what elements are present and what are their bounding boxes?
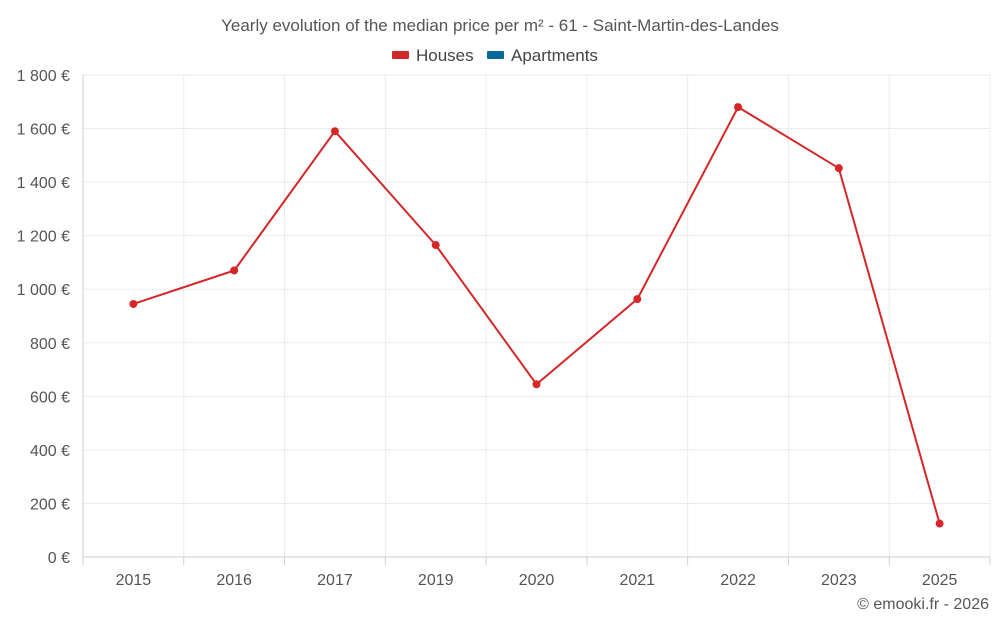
legend-label-houses[interactable]: Houses	[416, 46, 474, 65]
y-tick-label: 1 600 €	[17, 122, 70, 139]
data-point-houses-2020[interactable]	[532, 380, 541, 389]
y-tick-label: 0 €	[48, 550, 70, 567]
x-tick-label: 2019	[418, 572, 454, 589]
y-tick-label: 1 000 €	[17, 282, 70, 299]
y-tick-label: 1 800 €	[17, 68, 70, 85]
x-tick-label: 2023	[821, 572, 857, 589]
chart-axes	[82, 75, 990, 558]
y-tick-label: 800 €	[30, 336, 70, 353]
data-point-houses-2023[interactable]	[834, 164, 843, 173]
y-tick-label: 600 €	[30, 389, 70, 406]
data-point-houses-2015[interactable]	[129, 299, 138, 308]
data-point-houses-2022[interactable]	[734, 103, 743, 112]
horizontal-grid-lines	[83, 74, 990, 504]
credit-text: © emooki.fr - 2026	[857, 596, 989, 613]
x-tick-label: 2025	[922, 572, 958, 589]
y-axis-tick-labels: 0 € 200 € 400 € 600 € 800 € 1 000 € 1 200 € 1 4…	[17, 68, 70, 567]
series-line-houses	[133, 106, 941, 524]
data-point-houses-2016[interactable]	[230, 266, 239, 275]
x-tick-label: 2021	[619, 572, 655, 589]
data-point-houses-2019[interactable]	[431, 241, 440, 250]
y-tick-label: 400 €	[30, 443, 70, 460]
x-tick-label: 2016	[216, 572, 252, 589]
data-point-houses-2025[interactable]	[935, 519, 944, 528]
x-axis-tick-labels: 2015 2016 2017 2019 2020 2021 2022 2023 2025	[82, 557, 991, 589]
y-tick-label: 1 200 €	[17, 229, 70, 246]
x-tick-label: 2020	[519, 572, 555, 589]
x-tick-label: 2015	[116, 572, 152, 589]
y-tick-label: 1 400 €	[17, 175, 70, 192]
series-points	[129, 103, 944, 528]
chart-title: Yearly evolution of the median price per…	[221, 16, 779, 35]
legend-swatch-apartments	[487, 51, 504, 59]
legend-label-apartments[interactable]: Apartments	[511, 46, 598, 65]
x-tick-label: 2017	[317, 572, 353, 589]
y-tick-label: 200 €	[30, 496, 70, 513]
vertical-grid-lines	[82, 75, 991, 557]
x-tick-label: 2022	[720, 572, 756, 589]
legend-swatch-houses	[392, 51, 409, 59]
data-point-houses-2017[interactable]	[330, 127, 339, 136]
data-point-houses-2021[interactable]	[633, 295, 642, 304]
series-lines	[133, 106, 941, 524]
chart-legend: Houses Apartments	[392, 46, 598, 65]
